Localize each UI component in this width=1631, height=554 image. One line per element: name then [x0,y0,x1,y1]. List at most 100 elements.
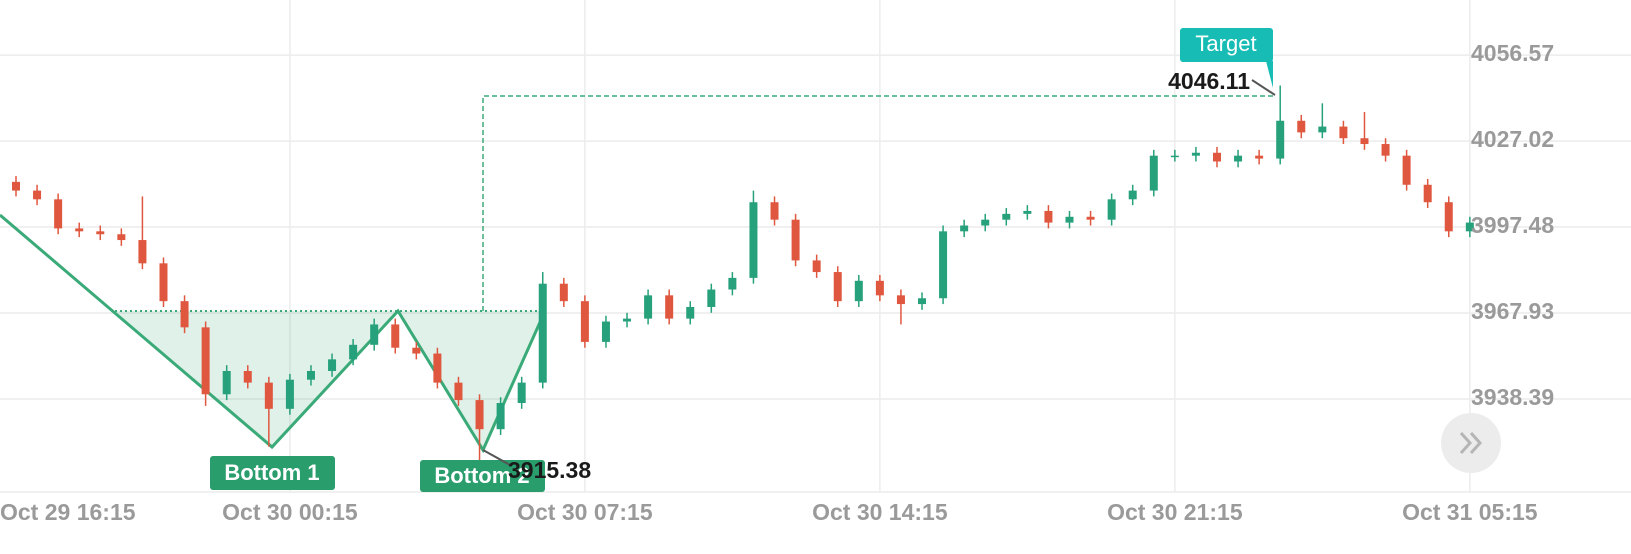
leader [482,449,511,466]
candle-body [559,283,568,302]
candle-body [1170,155,1179,158]
candle-body [1255,155,1264,159]
candle-body [1339,126,1348,139]
candle-body [918,298,927,305]
candle-body [728,277,737,290]
candle-body [285,379,294,409]
candle-body [791,219,800,261]
y-tick-label: 3967.93 [1471,298,1554,324]
scroll-button[interactable] [1441,413,1501,473]
candle-body [960,225,969,232]
candle-body [243,370,252,383]
x-tick-label: Oct 29 16:15 [0,499,136,525]
pattern-fill [398,311,545,450]
candle-body [812,260,821,273]
x-tick-label: Oct 30 21:15 [1107,499,1243,525]
candle-body [96,231,105,235]
candle-body [475,400,484,430]
annotation: Bottom 2 [434,463,529,488]
candle-body [538,283,547,383]
candle-body [1297,120,1306,133]
x-tick-label: Oct 30 00:15 [222,499,358,525]
price-label: 4046.11 [1168,68,1250,94]
annotation: Bottom 1 [224,460,319,485]
annotation: Target [1195,31,1256,56]
candle-body [981,219,990,226]
candle-body [686,306,695,319]
candle-body [349,344,358,360]
candle-body [1276,120,1285,159]
candle-body [159,263,168,302]
candle-body [433,353,442,383]
candle-body [1002,213,1011,220]
price-label: 3915.38 [508,457,591,483]
x-tick-label: Oct 31 05:15 [1402,499,1538,525]
candle-body [1107,199,1116,220]
candle-body [665,295,674,319]
candle-body [1381,144,1390,156]
candle-body [454,382,463,401]
candle-body [875,280,884,296]
candle-body [854,280,863,302]
candles [12,85,1474,466]
candle-body [1360,138,1369,145]
candle-body [1023,210,1032,214]
pattern-fill [115,311,398,447]
candle-body [1149,155,1158,191]
candle-body [33,190,42,200]
candle-body [1465,222,1474,232]
candle-body [1191,152,1200,156]
candle-body [1086,216,1095,220]
candle-body [496,402,505,430]
candle-body [939,231,948,299]
candle-body [117,234,126,241]
candle-body [896,295,905,305]
button-icon [1459,431,1483,455]
candle-body [12,181,20,191]
x-tick-label: Oct 30 14:15 [812,499,948,525]
candle-body [264,382,273,409]
candle-body [201,327,210,395]
y-tick-label: 4027.02 [1471,126,1554,152]
label-box [420,460,545,492]
candle-body [328,359,337,371]
candle-body [391,324,400,348]
candle-body [54,199,63,229]
candle-body [749,202,758,278]
y-tick-label: 3997.48 [1471,212,1554,238]
y-tick-label: 3938.39 [1471,384,1554,410]
candle-body [1318,126,1327,133]
candle-body [580,301,589,342]
candle-body [75,228,84,232]
pattern [0,95,1275,454]
label-box [210,456,335,490]
candle-body [623,318,632,322]
candle-body [180,301,189,328]
candle-body [412,347,421,354]
candle-body [138,240,147,264]
candle-body [1065,216,1074,223]
candle-body [1212,152,1221,162]
candle-body [1128,190,1137,200]
candle-body [222,370,231,395]
candle-body [1423,184,1432,203]
y-tick-label: 4056.57 [1471,40,1554,66]
pointer [1266,61,1273,88]
candle-body [833,272,842,302]
candle-body [1444,202,1453,232]
label-box [1180,28,1273,62]
leader [1251,79,1276,96]
target-line [482,95,1275,311]
candle-body [1234,155,1243,162]
candle-body [306,370,315,380]
candle-body [1044,210,1053,223]
candle-body [770,202,779,220]
candle-body [601,321,610,342]
candle-body [370,324,379,345]
candle-body [707,289,716,307]
annotations: Bottom 1 Bottom 2 3915.38 Target 4046.11 [210,28,1276,492]
candle-body [1402,155,1411,185]
candle-body [644,295,653,319]
x-tick-label: Oct 30 07:15 [517,499,653,525]
